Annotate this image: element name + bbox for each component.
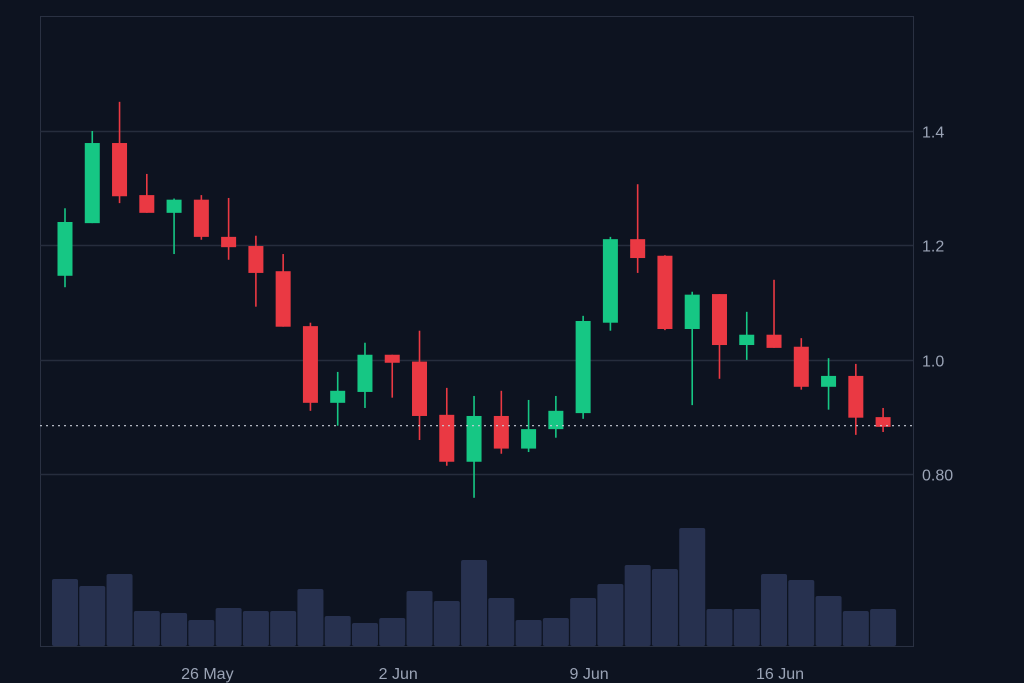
- volume-bars: [52, 528, 897, 646]
- volume-bar: [733, 609, 760, 646]
- candle-body-down: [657, 255, 673, 329]
- candle-body-down: [221, 236, 237, 248]
- y-tick-label: 1.4: [922, 125, 944, 142]
- candle-body-up: [466, 415, 482, 462]
- volume-bar: [188, 620, 215, 646]
- volume-bar: [679, 528, 706, 646]
- volume-bar: [161, 613, 188, 646]
- volume-bar: [761, 574, 788, 646]
- candle-body-up: [821, 375, 837, 387]
- volume-bar: [788, 580, 815, 646]
- volume-bar: [815, 596, 842, 646]
- volume-bar: [270, 611, 297, 646]
- candle-body-up: [357, 354, 373, 392]
- candle-body-up: [548, 410, 564, 430]
- candle-body-down: [139, 195, 155, 213]
- candle-body-up: [739, 334, 755, 346]
- volume-bar: [542, 618, 569, 646]
- y-axis: 1.4 1.2 1.0 0.80: [922, 125, 953, 485]
- volume-bar: [651, 569, 678, 646]
- x-tick-label: 16 Jun: [756, 666, 804, 683]
- candle-body-up: [602, 239, 618, 323]
- candle-body-down: [493, 415, 509, 449]
- candle-body-up: [57, 221, 73, 276]
- plot-frame: [40, 16, 914, 647]
- volume-bar: [570, 598, 597, 646]
- volume-bar: [842, 611, 869, 646]
- y-tick-label: 0.80: [922, 468, 953, 485]
- candle-body-down: [193, 199, 209, 237]
- candle-body-down: [248, 246, 264, 273]
- volume-bar: [624, 565, 651, 646]
- volume-bar: [597, 584, 624, 646]
- candle-body-up: [575, 320, 591, 414]
- volume-bar: [79, 586, 106, 646]
- candle-body-down: [412, 361, 428, 416]
- candle-body-down: [384, 354, 400, 363]
- volume-bar: [215, 608, 242, 646]
- candle-body-down: [848, 375, 864, 418]
- candle-body-down: [112, 143, 128, 197]
- volume-bar: [324, 616, 351, 646]
- volume-bar: [106, 574, 133, 646]
- volume-bar: [52, 579, 78, 646]
- volume-bar: [433, 601, 460, 646]
- candle-body-up: [521, 429, 537, 449]
- volume-bar: [461, 560, 488, 646]
- volume-bar: [870, 609, 897, 646]
- candle-body-down: [302, 326, 318, 403]
- candle-body-down: [275, 271, 291, 327]
- candles: [57, 101, 891, 498]
- y-tick-label: 1.2: [922, 239, 944, 256]
- candle-body-down: [793, 346, 809, 387]
- candle-body-down: [766, 334, 782, 348]
- x-tick-label: 26 May: [181, 666, 233, 683]
- volume-bar: [488, 598, 515, 646]
- x-tick-label: 2 Jun: [379, 666, 418, 683]
- candle-body-up: [684, 294, 700, 329]
- volume-bar: [297, 589, 324, 646]
- volume-bar: [133, 611, 160, 646]
- volume-bar: [351, 623, 378, 646]
- y-tick-label: 1.0: [922, 354, 944, 371]
- candle-body-up: [166, 199, 182, 213]
- volume-bar: [406, 591, 433, 646]
- candle-body-up: [330, 390, 346, 403]
- volume-bar: [379, 618, 406, 646]
- grid-lines: [40, 130, 913, 476]
- x-tick-label: 9 Jun: [570, 666, 609, 683]
- candle-body-up: [84, 143, 100, 224]
- candle-body-down: [630, 239, 646, 259]
- candle-body-down: [711, 294, 727, 346]
- candle-body-down: [439, 414, 455, 462]
- candle-body-down: [875, 417, 891, 427]
- volume-bar: [706, 609, 733, 646]
- x-axis: 26 May 2 Jun 9 Jun 16 Jun: [181, 666, 804, 683]
- volume-bar: [515, 620, 542, 646]
- volume-bar: [242, 611, 269, 646]
